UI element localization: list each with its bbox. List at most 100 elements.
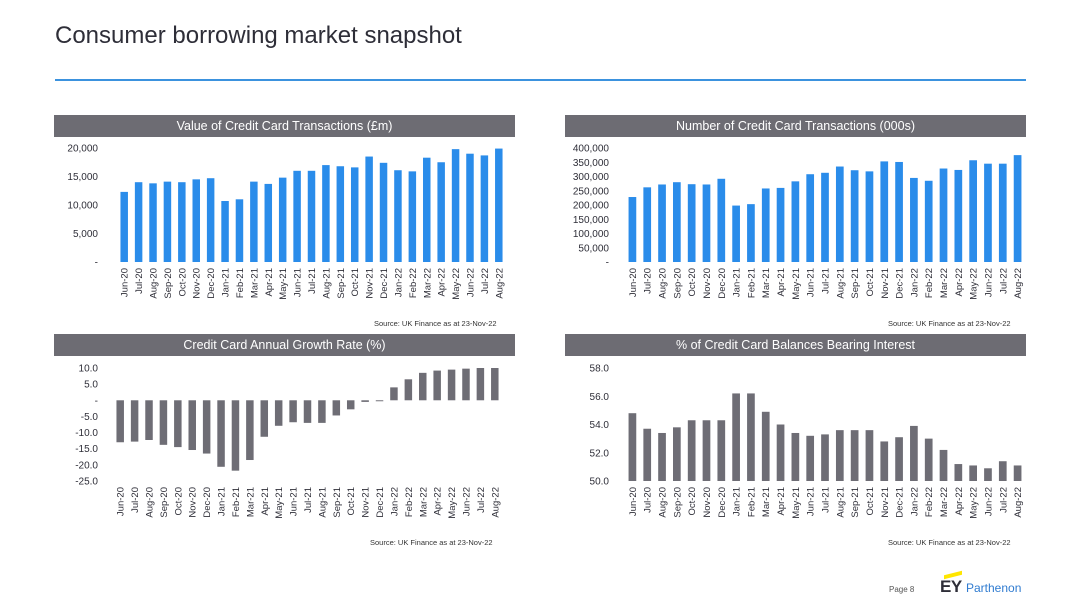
chart-title: % of Credit Card Balances Bearing Intere… [565,334,1026,356]
x-tick-label: Aug-21 [835,487,846,518]
x-tick-label: Jun-20 [116,487,127,516]
x-tick-label: Mar-22 [422,268,433,298]
y-tick-label: 10,000 [67,201,98,212]
bar-apr-21 [776,187,785,262]
x-tick-label: Mar-22 [939,268,950,298]
bar-jul-22 [476,368,485,401]
x-tick-label: Jan-22 [909,487,920,516]
page-title: Consumer borrowing market snapshot [55,22,462,49]
y-tick-label: 20,000 [67,144,98,155]
bar-jul-22 [998,461,1007,481]
x-tick-label: Dec-20 [202,487,213,518]
x-tick-label: May-21 [791,268,802,300]
bar-jan-22 [394,170,402,262]
y-tick-label: 200,000 [573,201,610,212]
bar-nov-21 [880,161,889,262]
x-tick-label: Jul-21 [821,268,832,294]
x-tick-label: Nov-20 [702,487,713,518]
chart-source: Source: UK Finance as at 23-Nov-22 [888,319,1011,328]
bar-feb-21 [235,199,244,262]
x-tick-label: May-21 [274,487,285,519]
x-tick-label: Dec-20 [717,268,728,299]
x-tick-label: Nov-21 [361,487,372,518]
bar-jun-22 [466,153,474,262]
x-tick-label: Apr-21 [260,487,271,516]
bar-jun-21 [806,174,815,262]
y-tick-label: 52.0 [590,448,610,459]
chart-source: Source: UK Finance as at 23-Nov-22 [370,538,493,547]
bar-aug-22 [491,368,499,401]
x-tick-label: Nov-21 [880,268,891,299]
bar-mar-22 [419,372,427,401]
x-tick-label: Oct-21 [865,487,876,516]
x-tick-label: Nov-21 [365,268,376,299]
x-tick-label: Jul-20 [643,487,654,513]
bar-jan-22 [910,177,918,262]
x-tick-label: Mar-21 [245,487,256,517]
x-tick-label: Feb-21 [231,487,242,517]
bar-jul-20 [134,182,143,262]
bar-dec-20 [202,400,211,454]
bar-apr-22 [954,169,963,262]
x-tick-label: Feb-21 [746,487,757,517]
bar-aug-20 [658,432,666,481]
bar-apr-21 [264,183,273,262]
x-tick-label: Jun-21 [806,268,817,297]
bar-aug-22 [495,148,503,262]
x-tick-label: Oct-21 [865,268,876,297]
y-tick-label: 250,000 [573,186,610,197]
chart-panel-balances-interest: % of Credit Card Balances Bearing Intere… [565,334,1027,554]
bar-aug-21 [318,400,326,423]
chart-panel-value-transactions: Value of Credit Card Transactions (£m) -… [54,115,516,335]
x-tick-label: Aug-20 [145,487,156,518]
x-tick-label: Sep-20 [672,487,683,518]
bar-aug-20 [149,183,157,262]
chart-title: Value of Credit Card Transactions (£m) [54,115,515,137]
x-tick-label: Aug-22 [490,487,501,518]
bar-oct-20 [178,182,186,262]
bar-jun-20 [120,191,128,262]
x-tick-label: Jul-22 [476,487,487,513]
bar-sep-20 [673,182,681,262]
bar-jul-20 [643,187,652,262]
bar-nov-20 [702,184,711,262]
bar-apr-22 [954,464,963,481]
bar-oct-21 [865,171,874,262]
x-tick-label: Dec-21 [895,268,906,299]
bar-mar-21 [761,411,770,481]
y-tick-label: 150,000 [573,215,610,226]
x-tick-label: Jun-21 [289,487,300,516]
x-tick-label: Dec-21 [379,268,390,299]
x-tick-label: Mar-22 [939,487,950,517]
x-tick-label: Dec-20 [717,487,728,518]
y-tick-label: 100,000 [573,229,610,240]
bar-sep-21 [850,170,859,262]
bar-oct-21 [865,430,874,481]
chart-title: Number of Credit Card Transactions (000s… [565,115,1026,137]
bar-aug-22 [1013,465,1022,481]
x-tick-label: Nov-20 [188,487,199,518]
bar-jan-21 [217,400,225,467]
x-tick-label: Feb-21 [235,268,246,298]
bar-apr-21 [776,424,785,481]
chart-title: Credit Card Annual Growth Rate (%) [54,334,515,356]
bar-aug-21 [835,166,844,262]
bar-dec-20 [717,178,726,262]
bar-nov-21 [880,441,889,481]
x-tick-label: Jan-21 [732,268,743,297]
brand-logo: EY Parthenon [940,570,1030,598]
x-tick-label: Apr-21 [776,487,787,516]
bar-sep-21 [850,430,859,481]
page-number: Page 8 [889,585,915,594]
x-tick-label: Jun-22 [983,268,994,297]
bar-dec-20 [206,178,215,262]
x-tick-label: May-21 [791,487,802,519]
x-tick-label: Apr-21 [776,268,787,297]
x-tick-label: Jun-22 [983,487,994,516]
bar-nov-20 [702,420,711,481]
bar-jun-22 [984,468,992,481]
y-tick-label: 54.0 [590,420,610,431]
bar-nov-20 [188,400,196,451]
chart-panel-number-transactions: Number of Credit Card Transactions (000s… [565,115,1027,335]
y-tick-label: -5.0 [81,412,99,423]
